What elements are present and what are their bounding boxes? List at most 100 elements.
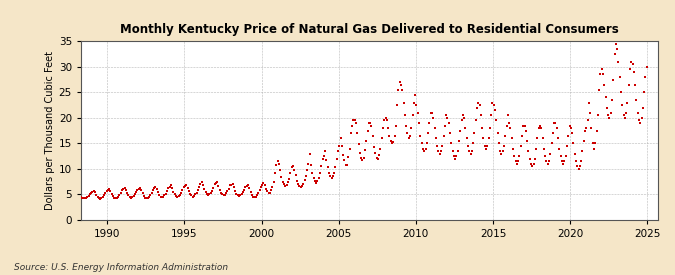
Point	[103, 188, 113, 192]
Point	[273, 162, 284, 166]
Point	[202, 192, 213, 197]
Point	[475, 113, 486, 117]
Point	[196, 180, 207, 184]
Point	[618, 113, 629, 117]
Point	[528, 162, 539, 166]
Point	[456, 118, 467, 123]
Point	[312, 179, 323, 183]
Point	[91, 193, 102, 197]
Point	[465, 152, 476, 156]
Point	[533, 126, 544, 130]
Point	[535, 123, 545, 128]
Point	[401, 123, 412, 128]
Point	[418, 149, 429, 153]
Point	[447, 149, 458, 153]
Point	[380, 116, 391, 120]
Point	[371, 155, 382, 160]
Point	[235, 193, 246, 198]
Point	[279, 182, 290, 186]
Point	[601, 105, 612, 110]
Point	[74, 194, 85, 198]
Point	[641, 65, 652, 69]
Point	[587, 141, 598, 145]
Point	[215, 191, 226, 195]
Point	[344, 146, 355, 151]
Point	[608, 77, 619, 82]
Point	[285, 171, 296, 175]
Point	[263, 191, 274, 195]
Point	[635, 121, 646, 125]
Point	[569, 152, 580, 156]
Point	[404, 136, 414, 141]
Point	[113, 194, 124, 199]
Point	[128, 194, 139, 198]
Point	[195, 182, 206, 186]
Point	[605, 111, 616, 115]
Point	[136, 188, 146, 192]
Point	[256, 183, 267, 188]
Point	[398, 100, 409, 105]
Point	[339, 158, 350, 163]
Point	[93, 196, 104, 200]
Point	[472, 105, 483, 110]
Point	[307, 171, 318, 175]
Point	[523, 149, 534, 153]
Point	[522, 139, 533, 143]
Point	[609, 52, 620, 56]
Point	[547, 131, 558, 135]
Point	[269, 171, 280, 175]
Point	[167, 186, 178, 191]
Point	[348, 118, 359, 123]
Point	[227, 182, 238, 186]
Point	[217, 192, 227, 197]
Point	[248, 194, 259, 199]
Point	[277, 180, 288, 184]
Point	[331, 156, 342, 161]
Point	[272, 159, 283, 163]
Point	[218, 193, 229, 198]
Point	[543, 159, 554, 163]
Point	[288, 164, 298, 169]
Point	[340, 163, 351, 167]
Point	[101, 189, 112, 194]
Point	[374, 152, 385, 157]
Point	[327, 174, 338, 178]
Point	[352, 131, 362, 135]
Point	[541, 159, 551, 163]
Point	[406, 126, 416, 130]
Point	[358, 155, 369, 160]
Point	[546, 141, 557, 145]
Point	[350, 121, 361, 125]
Point	[564, 123, 575, 128]
Point	[393, 87, 404, 92]
Point	[397, 87, 408, 92]
Point	[253, 191, 264, 195]
Point	[199, 187, 210, 192]
Point	[191, 191, 202, 195]
Point	[211, 181, 221, 185]
Point	[283, 180, 294, 185]
Point	[238, 190, 248, 195]
Point	[361, 139, 372, 143]
Point	[378, 126, 389, 130]
Point	[134, 187, 144, 191]
Point	[524, 156, 535, 161]
Point	[229, 185, 240, 189]
Point	[489, 108, 500, 112]
Point	[73, 193, 84, 198]
Point	[173, 194, 184, 198]
Point	[394, 80, 405, 84]
Point	[632, 111, 643, 115]
Point	[151, 187, 162, 192]
Point	[192, 188, 203, 192]
Point	[391, 123, 402, 128]
Point	[597, 72, 608, 77]
Point	[354, 150, 365, 155]
Point	[556, 159, 567, 163]
Point	[513, 159, 524, 163]
Point	[126, 195, 136, 200]
Point	[306, 163, 317, 167]
Point	[504, 121, 514, 125]
Point	[531, 146, 541, 151]
Point	[92, 195, 103, 199]
